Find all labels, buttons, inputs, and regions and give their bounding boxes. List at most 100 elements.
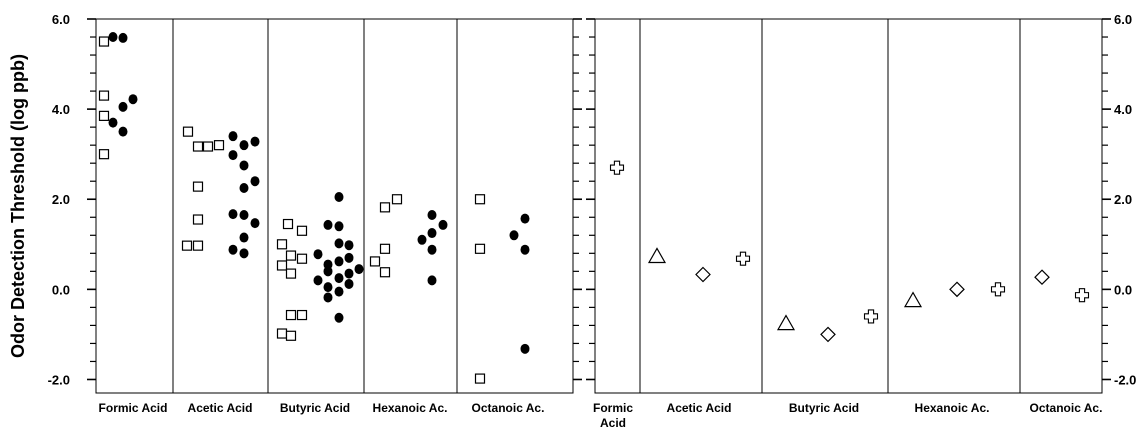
data-point-filled-circle: [427, 275, 437, 286]
data-point-open-cross: [609, 160, 625, 175]
data-point-filled-circle: [239, 248, 249, 259]
data-point-open-square: [192, 240, 204, 251]
data-point-filled-circle: [118, 126, 128, 137]
data-point-open-square: [474, 194, 486, 205]
data-point-open-triangle: [903, 291, 923, 308]
series-open-cross: [609, 160, 1090, 324]
data-point-open-cross: [990, 282, 1006, 297]
data-point-open-square: [213, 140, 225, 151]
data-point-filled-circle: [334, 238, 344, 249]
y-tick-label: -2.0: [1114, 372, 1136, 387]
data-point-filled-circle: [228, 244, 238, 255]
y-tick-label: 4.0: [1114, 102, 1132, 117]
chart-panel-1: -2.0 0.0 2.0 4.0 6.0 Odor Detection Threshold…: [8, 12, 582, 415]
data-point-open-square: [98, 90, 110, 101]
y-tick-label: 6.0: [52, 12, 70, 27]
x-category-label: Hexanoic Ac.: [915, 401, 990, 415]
y-tick-label: 0.0: [1114, 282, 1132, 297]
data-point-filled-circle: [344, 252, 354, 263]
plot-frame: [594, 18, 1103, 394]
data-point-filled-circle: [239, 140, 249, 151]
data-point-filled-circle: [427, 228, 437, 239]
y-tick-label: 6.0: [1114, 12, 1132, 27]
y-axis-title: Odor Detection Threshold (log ppb): [8, 54, 28, 358]
data-point-open-square: [192, 181, 204, 192]
data-point-filled-circle: [344, 278, 354, 289]
data-point-open-square: [379, 267, 391, 278]
data-point-open-diamond: [1034, 269, 1050, 286]
data-point-filled-circle: [427, 210, 437, 221]
data-point-filled-circle: [313, 249, 323, 260]
data-point-open-square: [192, 214, 204, 225]
x-category-label: Formic Acid: [593, 401, 633, 430]
data-point-open-square: [379, 202, 391, 213]
series-filled-circle: [108, 32, 530, 354]
data-point-open-triangle: [776, 314, 796, 331]
chart-panel-2: -2.0 0.0 2.0 4.0 6.0 Formic Acid Acetic Acid But…: [586, 12, 1136, 430]
data-point-filled-circle: [228, 150, 238, 161]
x-category-label: Butyric Acid: [789, 401, 859, 415]
data-point-filled-circle: [520, 244, 530, 255]
data-point-open-square: [285, 309, 297, 321]
data-point-open-square: [182, 126, 194, 137]
data-point-open-cross: [863, 309, 879, 324]
data-point-filled-circle: [323, 292, 333, 303]
data-point-filled-circle: [323, 266, 333, 277]
data-point-filled-circle: [323, 282, 333, 293]
data-point-open-square: [391, 194, 403, 205]
data-point-filled-circle: [417, 234, 427, 245]
data-point-open-square: [276, 328, 288, 339]
data-point-open-square: [202, 141, 214, 152]
data-point-filled-circle: [334, 221, 344, 232]
data-point-filled-circle: [250, 136, 260, 147]
data-point-filled-circle: [427, 244, 437, 255]
x-category-label: Formic Acid: [99, 401, 168, 415]
plot-frame: [95, 18, 574, 394]
data-point-open-diamond: [695, 266, 711, 283]
data-point-filled-circle: [438, 219, 448, 230]
data-point-filled-circle: [334, 191, 344, 202]
data-point-filled-circle: [520, 213, 530, 224]
data-point-open-square: [474, 373, 486, 384]
data-point-open-square: [285, 250, 297, 261]
data-point-open-square: [285, 268, 297, 279]
data-point-filled-circle: [520, 343, 530, 354]
data-point-filled-circle: [239, 160, 249, 171]
data-point-filled-circle: [118, 101, 128, 112]
data-point-filled-circle: [313, 275, 323, 286]
x-category-label: Acetic Acid: [667, 401, 732, 415]
data-point-open-cross: [1074, 288, 1090, 303]
data-point-open-square: [98, 149, 110, 160]
y-tick-label: 0.0: [52, 282, 70, 297]
data-point-filled-circle: [334, 286, 344, 297]
data-point-filled-circle: [344, 240, 354, 251]
data-point-filled-circle: [108, 117, 118, 128]
x-category-label: Butyric Acid: [280, 401, 350, 415]
data-point-open-square: [192, 141, 204, 152]
data-point-open-square: [296, 253, 308, 264]
data-point-filled-circle: [334, 312, 344, 323]
data-point-filled-circle: [334, 256, 344, 267]
data-point-filled-circle: [108, 32, 118, 43]
data-point-open-square: [369, 256, 381, 267]
data-point-filled-circle: [239, 232, 249, 243]
data-point-open-diamond: [949, 281, 965, 298]
data-point-open-square: [98, 110, 110, 121]
data-point-open-square: [276, 239, 288, 250]
data-point-open-square: [379, 243, 391, 254]
data-point-filled-circle: [323, 219, 333, 230]
y-tick-label: 2.0: [1114, 192, 1132, 207]
data-point-open-diamond: [820, 326, 836, 343]
series-open-diamond: [695, 266, 1050, 343]
data-point-filled-circle: [128, 94, 138, 105]
data-point-filled-circle: [344, 268, 354, 279]
series-open-triangle: [647, 247, 923, 331]
x-category-label: Hexanoic Ac.: [373, 401, 448, 415]
data-point-filled-circle: [239, 182, 249, 193]
y-tick-label: 4.0: [52, 102, 70, 117]
x-category-label: Acetic Acid: [188, 401, 253, 415]
data-point-filled-circle: [118, 32, 128, 43]
data-point-filled-circle: [334, 273, 344, 284]
